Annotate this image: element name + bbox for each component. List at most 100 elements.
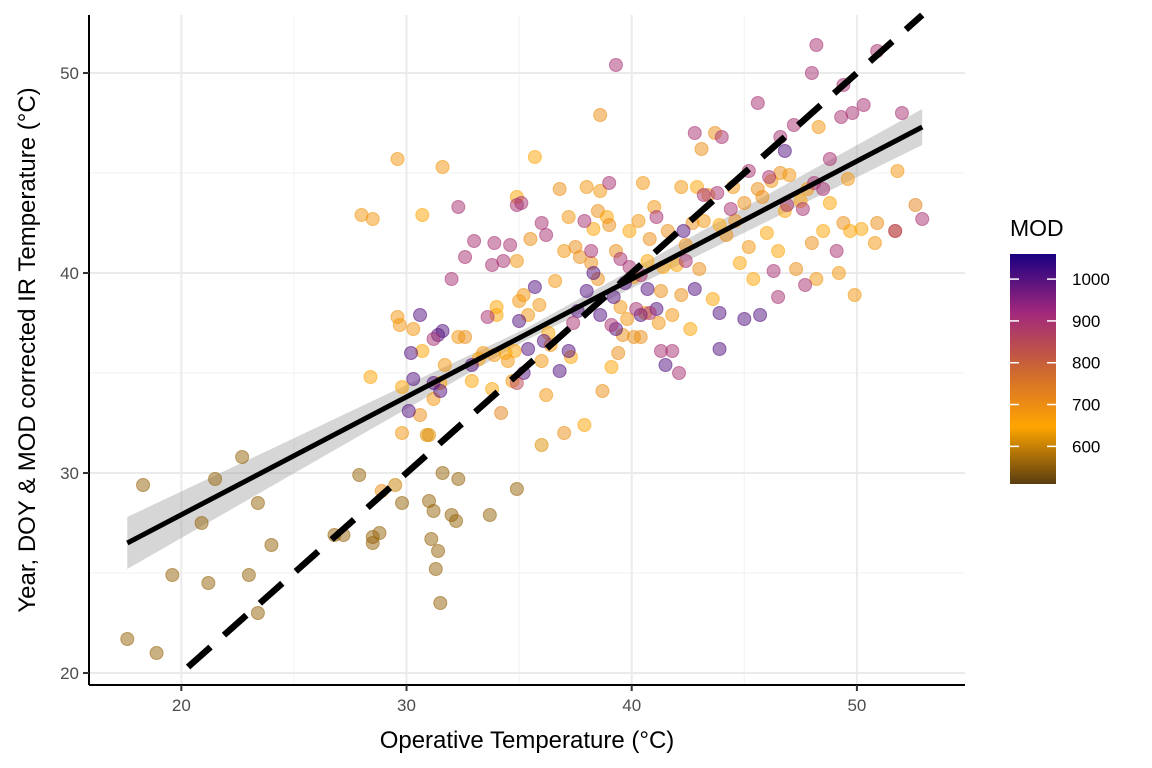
data-point (653, 284, 668, 298)
data-point (516, 288, 531, 302)
data-point (451, 472, 466, 486)
data-point (753, 308, 768, 322)
data-point (390, 152, 405, 166)
data-point (710, 186, 725, 200)
data-point (595, 384, 610, 398)
data-point (840, 172, 855, 186)
data-point (363, 370, 378, 384)
data-point (584, 244, 599, 258)
data-point (120, 632, 135, 646)
data-point (395, 496, 410, 510)
data-point (696, 214, 711, 228)
data-point (415, 344, 430, 358)
data-point (509, 254, 524, 268)
data-point (856, 98, 871, 112)
data-point (649, 210, 664, 224)
data-point (789, 262, 804, 276)
data-point (640, 254, 655, 268)
data-point (809, 272, 824, 286)
data-point (816, 182, 831, 196)
data-point (915, 212, 930, 226)
data-point (629, 302, 644, 316)
x-tick-label: 30 (397, 696, 416, 715)
data-point (458, 330, 473, 344)
data-point (816, 224, 831, 238)
data-point (586, 266, 601, 280)
data-point (561, 210, 576, 224)
data-point (658, 358, 673, 372)
data-point (136, 478, 151, 492)
y-tick-label: 40 (60, 264, 79, 283)
data-point (608, 58, 623, 72)
lines-layer (126, 12, 925, 670)
data-point (577, 214, 592, 228)
data-point (372, 526, 387, 540)
data-point (496, 254, 511, 268)
data-point (602, 176, 617, 190)
data-point (593, 308, 608, 322)
axes (88, 15, 965, 686)
data-point (602, 218, 617, 232)
x-axis-ticks: 20 30 40 50 (172, 685, 866, 715)
data-point (451, 200, 466, 214)
data-point (413, 308, 428, 322)
data-point (512, 314, 527, 328)
data-point (406, 322, 421, 336)
data-point (264, 538, 279, 552)
confidence-band (127, 109, 923, 569)
data-point (250, 496, 265, 510)
data-point (514, 196, 529, 210)
data-point (593, 184, 608, 198)
data-point (674, 180, 689, 194)
data-point (692, 262, 707, 276)
data-point (665, 308, 680, 322)
data-point (433, 596, 448, 610)
data-point (831, 266, 846, 280)
data-point (426, 504, 441, 518)
data-point (503, 238, 518, 252)
data-point (894, 106, 909, 120)
data-point (579, 180, 594, 194)
data-point (687, 126, 702, 140)
data-point (811, 120, 826, 134)
data-point (798, 278, 813, 292)
data-point (527, 150, 542, 164)
data-point (401, 404, 416, 418)
legend-title: MOD (1010, 215, 1064, 241)
x-tick-label: 50 (847, 696, 866, 715)
data-point (437, 358, 452, 372)
data-point (843, 224, 858, 238)
data-point (500, 354, 515, 368)
data-point (235, 450, 250, 464)
data-point (737, 312, 752, 326)
data-point (762, 170, 777, 184)
data-point (696, 188, 711, 202)
confidence-band-layer (127, 109, 923, 569)
legend-tick-label: 1000 (1072, 270, 1110, 289)
x-axis-title: Operative Temperature (°C) (380, 727, 675, 754)
data-point (676, 224, 691, 238)
points-layer (120, 38, 930, 660)
data-point (687, 282, 702, 296)
data-point (509, 482, 524, 496)
legend-tick-label: 600 (1072, 437, 1100, 456)
data-point (552, 182, 567, 196)
data-point (694, 142, 709, 156)
legend-colorbar (1010, 254, 1056, 484)
data-point (620, 312, 635, 326)
data-point (395, 426, 410, 440)
data-point (548, 274, 563, 288)
data-point (809, 38, 824, 52)
data-point (771, 244, 786, 258)
data-point (557, 426, 572, 440)
data-point (777, 144, 792, 158)
data-point (822, 152, 837, 166)
data-point (665, 344, 680, 358)
data-point (194, 516, 209, 530)
data-point (705, 292, 720, 306)
data-point (908, 198, 923, 212)
data-point (782, 168, 797, 182)
data-point (604, 360, 619, 374)
data-point (388, 478, 403, 492)
